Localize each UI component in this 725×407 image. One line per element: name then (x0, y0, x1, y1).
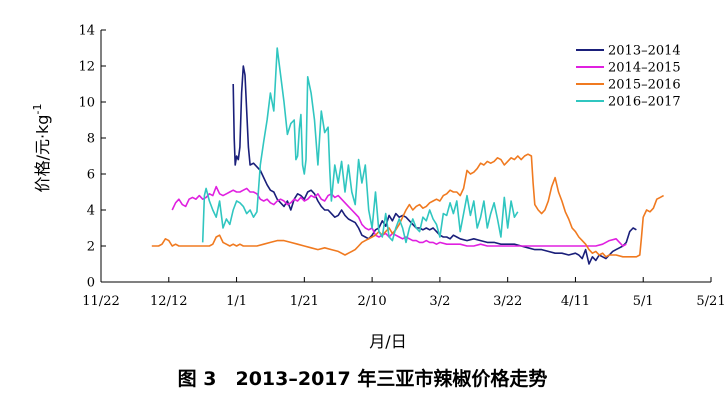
x-tick-label: 1/21 (290, 294, 319, 309)
x-axis: 11/22 12/12 1/1 1/21 2/10 3/2 3/22 4/11 5/1 5/21 (82, 277, 725, 309)
legend-label-4: 2016–2017 (608, 95, 681, 110)
series-line-3 (151, 153, 664, 258)
x-tick-label: 12/12 (150, 294, 187, 309)
y-tick-label: 2 (87, 240, 95, 255)
y-axis-title: 价格/元·kg-1 (31, 104, 52, 193)
y-axis: 0 2 4 6 8 10 12 14 (78, 24, 106, 291)
y-axis-title-sup: -1 (31, 104, 44, 115)
x-tick-label: 3/2 (429, 294, 450, 309)
legend-label-3: 2015–2016 (608, 78, 681, 93)
series-line-4 (201, 47, 519, 244)
x-tick-label: 11/22 (82, 294, 119, 309)
legend: 2013–2014 2014–2015 2015–2016 2016–2017 (576, 44, 681, 110)
y-axis-title-main: 价格/元·kg (33, 115, 52, 193)
legend-label-1: 2013–2014 (608, 44, 681, 59)
y-tick-label: 12 (78, 60, 95, 75)
y-tick-label: 4 (87, 204, 95, 219)
plot-lines (151, 47, 664, 265)
svg-text:价格/元·kg-1: 价格/元·kg-1 (31, 104, 52, 193)
legend-label-2: 2014–2015 (608, 61, 681, 76)
chart-canvas: 0 2 4 6 8 10 12 14 11/22 12/12 1/1 1/21 2/10 3/2 3/22… (31, 24, 725, 352)
x-tick-label: 4/11 (561, 294, 590, 309)
series-line-2 (171, 185, 627, 247)
y-tick-label: 10 (78, 96, 95, 111)
y-tick-label: 14 (78, 24, 95, 39)
x-tick-label: 1/1 (226, 294, 247, 309)
x-axis-title: 月/日 (369, 332, 406, 351)
y-tick-label: 0 (87, 276, 95, 291)
y-tick-label: 8 (87, 132, 95, 147)
figure-caption: 图 3 2013–2017 年三亚市辣椒价格走势 (177, 368, 548, 390)
series-line-1 (232, 65, 637, 265)
y-tick-label: 6 (87, 168, 95, 183)
x-tick-label: 5/1 (633, 294, 654, 309)
x-tick-label: 2/10 (358, 294, 387, 309)
x-tick-label: 3/22 (493, 294, 522, 309)
x-tick-label: 5/21 (696, 294, 725, 309)
